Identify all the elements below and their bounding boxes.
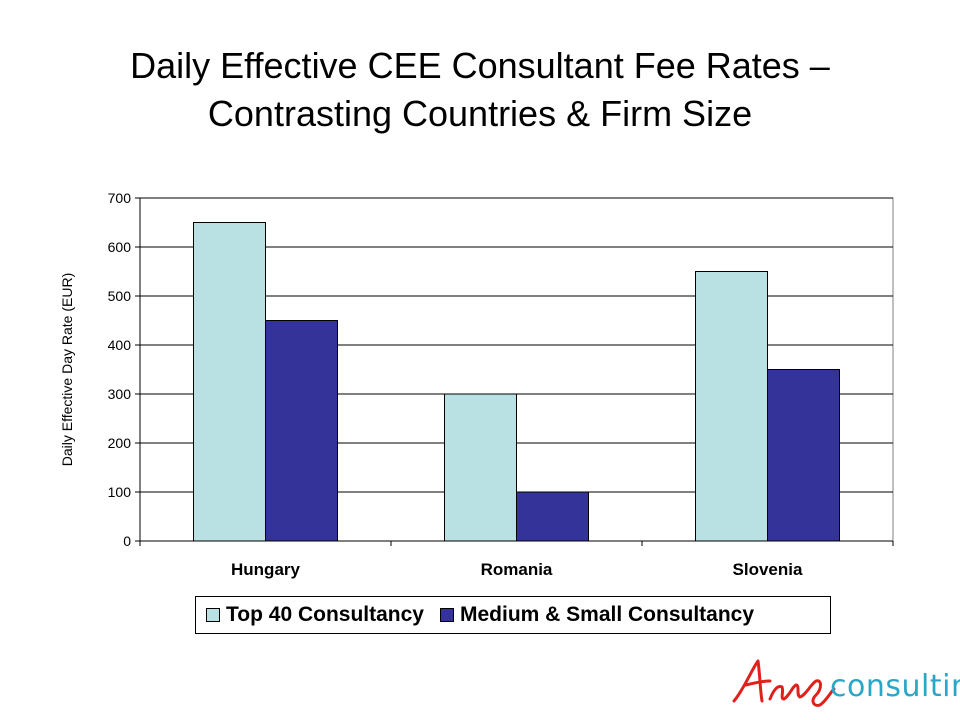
y-tick-label: 600 — [108, 239, 132, 255]
x-tick-label: Hungary — [231, 560, 301, 579]
bar-romania-series-2 — [516, 491, 589, 542]
bar-hungary-series-2 — [265, 320, 338, 542]
legend-item-series-2: Medium & Small Consultancy — [439, 603, 755, 627]
y-axis-label: Daily Effective Day Rate (EUR) — [59, 273, 75, 466]
bar-slovenia-series-1 — [695, 271, 768, 542]
legend-label-series-1: Top 40 Consultancy — [226, 603, 424, 626]
y-tick-label: 300 — [108, 386, 132, 402]
legend-item-series-1: Top 40 Consultancy — [206, 603, 424, 627]
logo-wordmark: consulting — [830, 669, 960, 704]
signature-mark — [732, 659, 836, 707]
y-tick-label: 500 — [108, 288, 132, 304]
y-tick-label: 100 — [108, 484, 132, 500]
y-tick-label: 0 — [123, 533, 131, 549]
legend-label-series-2: Medium & Small Consultancy — [459, 603, 755, 626]
y-tick-label: 700 — [108, 190, 132, 206]
legend-swatch-series-2 — [439, 608, 454, 622]
bar-slovenia-series-2 — [767, 369, 840, 542]
y-tick-label: 200 — [108, 435, 132, 451]
x-tick-label: Romania — [481, 560, 553, 579]
slide-title-line-2: Contrasting Countries & Firm Size — [207, 93, 753, 134]
bar-romania-series-1 — [444, 393, 517, 542]
x-tick-label: Slovenia — [733, 560, 803, 579]
bar-hungary-series-1 — [193, 222, 266, 542]
ana-consulting-logo: consulting — [730, 655, 960, 715]
slide-title-line-1: Daily Effective CEE Consultant Fee Rates… — [130, 45, 830, 86]
y-tick-label: 400 — [108, 337, 132, 353]
slide-title: Daily Effective CEE Consultant Fee Rates… — [0, 42, 960, 138]
legend-swatch-series-1 — [206, 608, 220, 622]
chart-legend: Top 40 Consultancy Medium & Small Consul… — [195, 596, 831, 634]
